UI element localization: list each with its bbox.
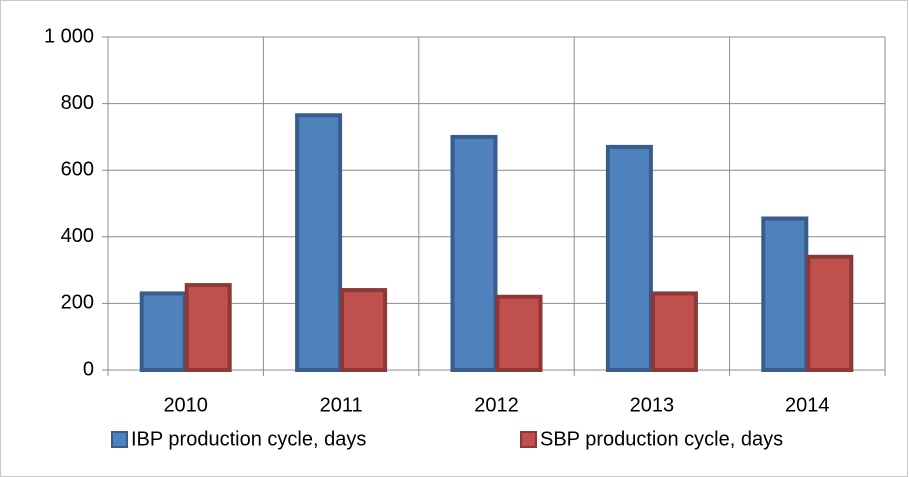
x-tick-label: 2010	[163, 394, 208, 416]
bar	[650, 291, 698, 372]
bar	[184, 283, 232, 372]
legend-swatch	[111, 431, 128, 448]
x-tick-label: 2011	[320, 394, 363, 416]
x-tick-label: 2014	[785, 394, 830, 416]
legend-swatch	[520, 431, 537, 448]
bar	[340, 288, 388, 372]
bar	[761, 216, 809, 372]
bar	[495, 294, 543, 372]
y-tick-label: 200	[61, 292, 94, 314]
legend-label: SBP production cycle, days	[540, 428, 783, 450]
bar	[605, 144, 653, 372]
bar	[139, 291, 187, 372]
y-tick-label: 800	[61, 92, 94, 114]
bar	[806, 254, 854, 372]
x-tick-label: 2013	[630, 394, 675, 416]
x-tick-label: 2012	[474, 394, 519, 416]
bar	[450, 134, 498, 372]
legend-label: IBP production cycle, days	[131, 428, 366, 450]
y-tick-label: 400	[61, 225, 94, 247]
bar	[295, 113, 343, 372]
y-tick-label: 0	[83, 358, 94, 380]
y-tick-label: 1 000	[44, 25, 94, 47]
y-tick-label: 600	[61, 158, 94, 180]
